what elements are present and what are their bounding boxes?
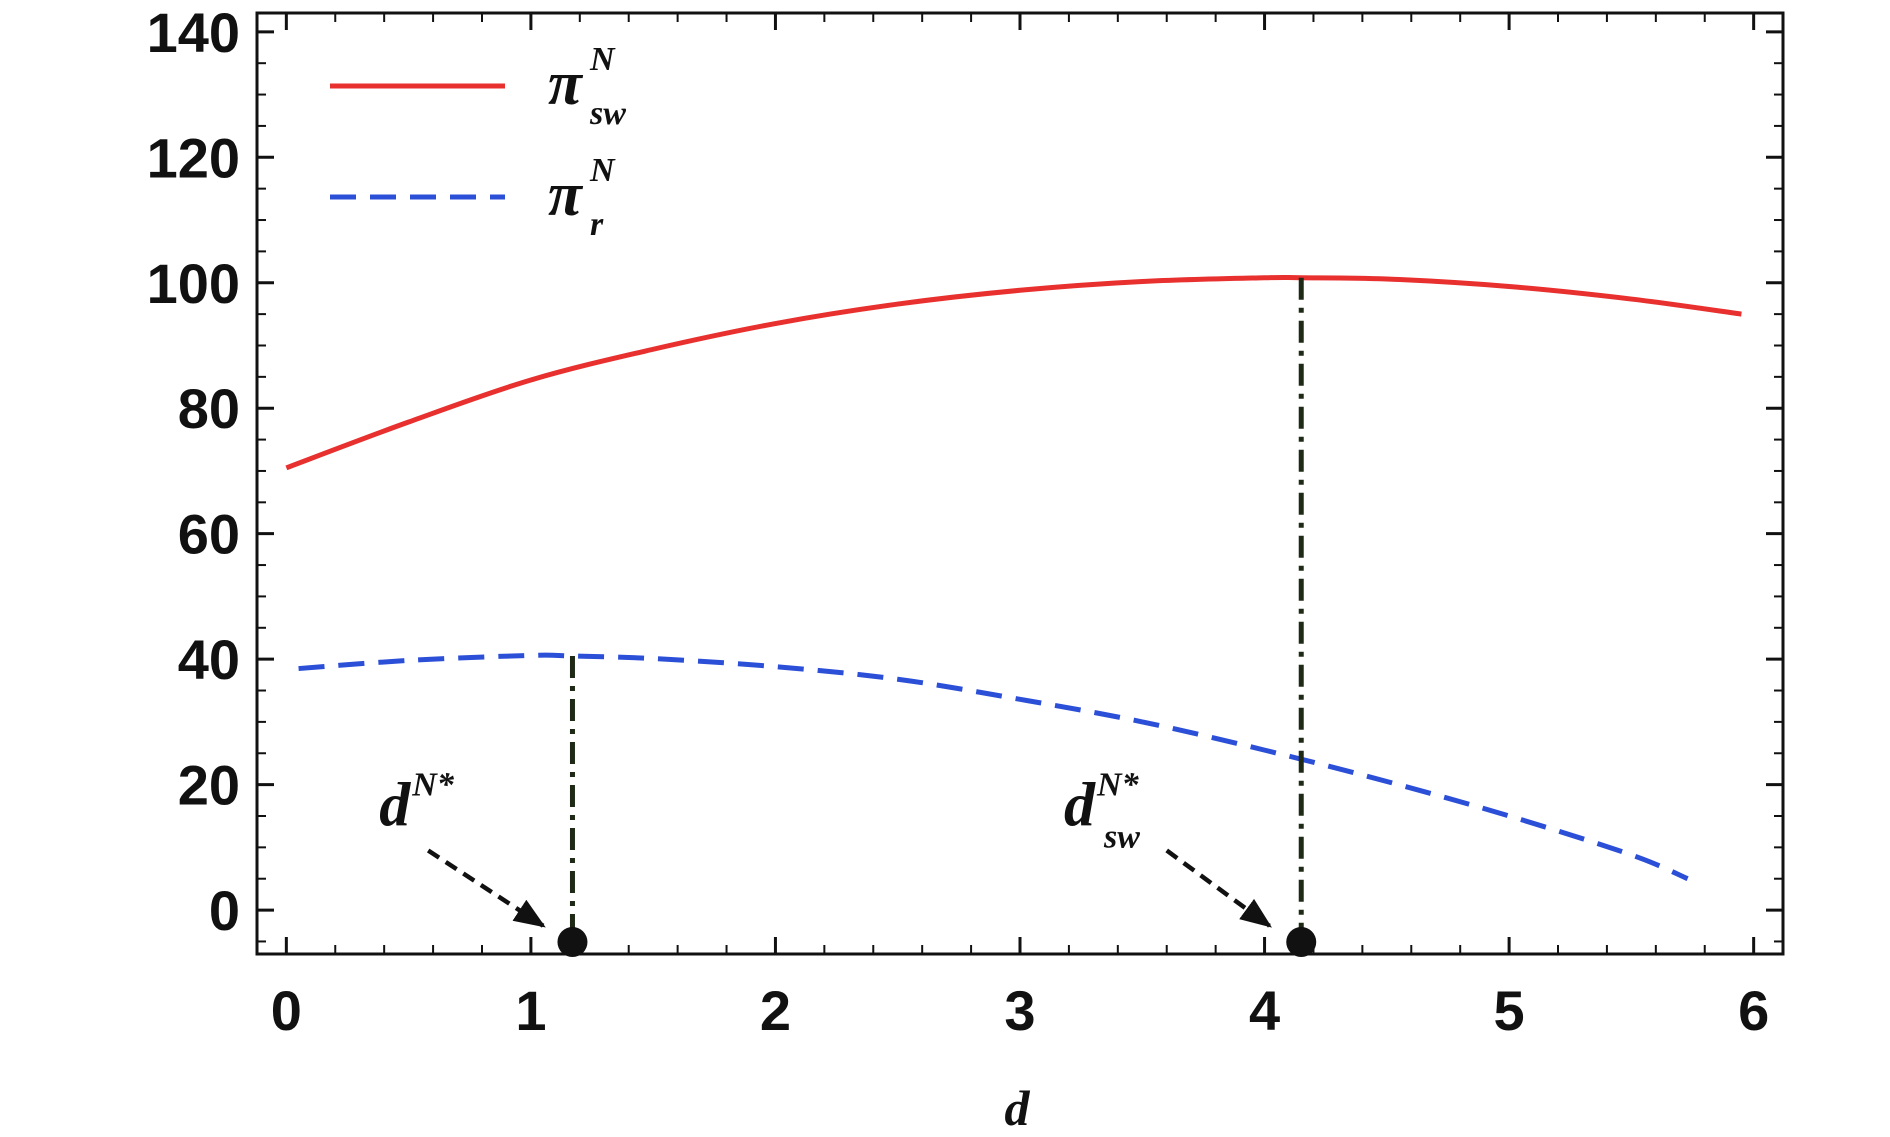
- annotation-arrow-1: [1165, 848, 1272, 928]
- y-tick-label: 0: [209, 879, 240, 942]
- minor-ticks: [257, 13, 1783, 954]
- y-tick-label: 140: [147, 1, 240, 64]
- x-tick-label: 6: [1738, 979, 1769, 1042]
- annotation-label-sup: N*: [1096, 766, 1140, 803]
- annotation-arrow-0: [426, 848, 546, 928]
- series-layer: [285, 274, 1742, 882]
- legend-label-base: π: [548, 161, 584, 229]
- annotation-label-sup: N*: [411, 766, 455, 803]
- x-tick-label: 3: [1004, 979, 1035, 1042]
- annotation-layer: dN* dN* sw: [379, 277, 1317, 957]
- y-tick-label: 100: [147, 252, 240, 315]
- x-tick-label: 2: [760, 979, 791, 1042]
- legend-label-sup: N: [589, 41, 616, 78]
- legend-label-base: π: [548, 50, 584, 118]
- y-tick-label: 120: [147, 126, 240, 189]
- annotation-label-base: d: [379, 771, 411, 839]
- x-axis-title: d: [1005, 1080, 1031, 1136]
- annotation-label-0: dN*: [379, 766, 455, 839]
- annotation-label-sub: sw: [1103, 818, 1140, 855]
- y-tick-label: 80: [178, 377, 240, 440]
- optimum-marker-1: [1286, 927, 1317, 957]
- legend-label-sub: sw: [589, 95, 626, 132]
- series-line-0: [285, 274, 1742, 471]
- legend-label-sub: r: [590, 206, 604, 243]
- x-tick-labels: 0 1 2 3 4 5 6: [271, 979, 1769, 1042]
- plot-frame: [255, 11, 1785, 956]
- x-tick-label: 1: [515, 979, 546, 1042]
- optimum-marker-0: [557, 927, 588, 957]
- x-tick-label: 4: [1249, 979, 1280, 1042]
- major-ticks: [257, 13, 1783, 954]
- y-tick-label: 40: [178, 628, 240, 691]
- annotation-label-1: dN* sw: [1064, 766, 1140, 855]
- x-tick-label: 0: [271, 979, 302, 1042]
- legend-label-sup: N: [589, 152, 616, 189]
- series-line-1: [298, 652, 1689, 882]
- y-tick-label: 60: [178, 503, 240, 566]
- annotation-label-base: d: [1064, 771, 1096, 839]
- x-tick-label: 5: [1494, 979, 1525, 1042]
- y-tick-labels: 0 20 40 60 80 100 120 140: [147, 1, 240, 942]
- y-tick-label: 20: [178, 754, 240, 817]
